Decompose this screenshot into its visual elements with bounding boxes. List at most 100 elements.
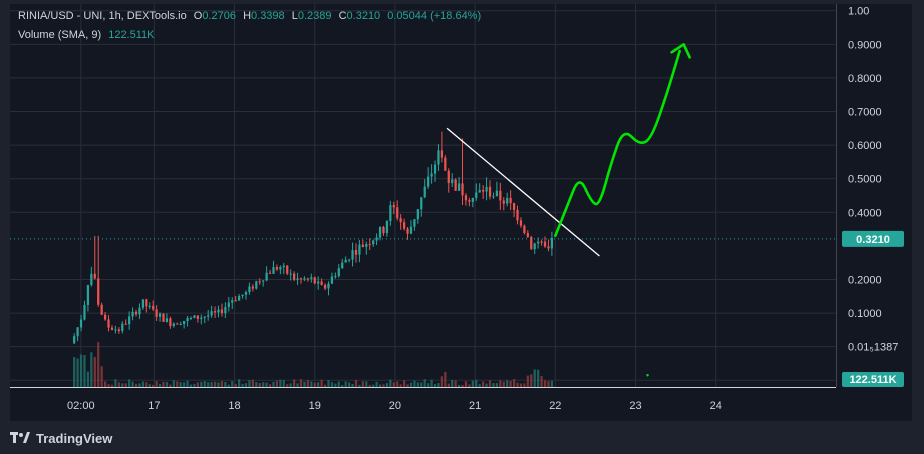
candle[interactable]	[354, 250, 358, 255]
candle[interactable]	[375, 237, 378, 241]
candle[interactable]	[440, 150, 444, 158]
candle[interactable]	[533, 243, 536, 250]
candle[interactable]	[258, 281, 261, 283]
candle[interactable]	[134, 311, 138, 315]
candle[interactable]	[406, 228, 409, 234]
candle[interactable]	[124, 323, 127, 325]
candle[interactable]	[323, 284, 327, 289]
candle[interactable]	[286, 265, 289, 274]
candle[interactable]	[543, 241, 547, 247]
candle[interactable]	[234, 300, 237, 302]
candle[interactable]	[262, 280, 265, 282]
candle[interactable]	[409, 226, 413, 234]
candle[interactable]	[207, 315, 210, 317]
candle[interactable]	[114, 329, 117, 331]
candle[interactable]	[502, 200, 505, 204]
candle[interactable]	[313, 277, 316, 284]
candle[interactable]	[227, 302, 230, 307]
candle[interactable]	[372, 240, 375, 245]
candle[interactable]	[148, 305, 151, 307]
candle[interactable]	[320, 281, 323, 285]
candle[interactable]	[303, 278, 306, 280]
candle[interactable]	[213, 311, 217, 313]
candle[interactable]	[457, 183, 461, 191]
candle[interactable]	[537, 241, 540, 244]
candle[interactable]	[427, 176, 430, 187]
candle[interactable]	[482, 189, 485, 192]
candle[interactable]	[492, 196, 495, 198]
candle[interactable]	[107, 319, 110, 328]
candle[interactable]	[268, 272, 272, 274]
candle[interactable]	[103, 314, 107, 320]
candle[interactable]	[416, 209, 419, 220]
candle[interactable]	[265, 272, 268, 281]
candle[interactable]	[141, 299, 145, 308]
candle[interactable]	[244, 292, 248, 295]
candle[interactable]	[165, 318, 169, 322]
candle[interactable]	[292, 273, 296, 280]
candle[interactable]	[176, 323, 179, 325]
candle[interactable]	[183, 321, 186, 325]
price-axis[interactable]	[836, 4, 912, 421]
candle[interactable]	[361, 244, 364, 247]
candle[interactable]	[138, 307, 141, 315]
candle[interactable]	[337, 268, 340, 276]
projection-curve[interactable]	[554, 49, 681, 238]
candle[interactable]	[344, 259, 347, 263]
candle[interactable]	[389, 205, 392, 222]
candle[interactable]	[158, 313, 162, 317]
candle[interactable]	[128, 316, 131, 325]
candle[interactable]	[200, 317, 203, 319]
candle[interactable]	[358, 244, 361, 255]
candle[interactable]	[506, 197, 509, 204]
candle[interactable]	[461, 183, 464, 196]
candle[interactable]	[131, 311, 134, 317]
candle[interactable]	[296, 278, 299, 280]
candle[interactable]	[241, 294, 244, 297]
candle[interactable]	[433, 164, 437, 174]
candle[interactable]	[73, 336, 76, 344]
candle[interactable]	[210, 311, 213, 316]
tradingview-brand[interactable]: TradingView	[10, 426, 112, 450]
candle[interactable]	[93, 273, 96, 279]
candle[interactable]	[444, 157, 447, 171]
candle[interactable]	[420, 197, 423, 210]
candle[interactable]	[231, 300, 234, 303]
candle[interactable]	[402, 222, 406, 229]
descending-trendline[interactable]	[446, 127, 600, 257]
candle[interactable]	[251, 286, 254, 289]
candle[interactable]	[306, 278, 309, 280]
candle[interactable]	[540, 241, 543, 243]
candle[interactable]	[217, 309, 220, 313]
candle[interactable]	[162, 313, 165, 322]
candle[interactable]	[327, 283, 330, 289]
candle[interactable]	[516, 209, 519, 221]
candle[interactable]	[495, 190, 499, 197]
candle[interactable]	[100, 304, 103, 315]
candle[interactable]	[189, 317, 193, 319]
candle[interactable]	[86, 285, 90, 305]
candle[interactable]	[238, 296, 241, 301]
candle[interactable]	[172, 323, 175, 326]
candle[interactable]	[478, 189, 481, 193]
candle[interactable]	[509, 197, 512, 204]
candle[interactable]	[385, 221, 389, 234]
candle[interactable]	[368, 244, 371, 246]
candle[interactable]	[351, 250, 354, 260]
candle[interactable]	[289, 273, 292, 275]
plot-area[interactable]: 1.00 0.9000 0.8000 0.7000 0.6000 0.5000 0.4000…	[10, 4, 912, 421]
candle[interactable]	[220, 309, 224, 314]
candle[interactable]	[255, 281, 258, 289]
candle[interactable]	[488, 186, 492, 197]
candle[interactable]	[117, 329, 120, 332]
candle[interactable]	[550, 238, 554, 249]
candle[interactable]	[97, 278, 100, 305]
candle[interactable]	[451, 179, 454, 184]
candle[interactable]	[547, 246, 550, 249]
candle[interactable]	[152, 305, 155, 310]
candle[interactable]	[526, 233, 529, 238]
candle[interactable]	[499, 190, 502, 201]
candle[interactable]	[341, 262, 344, 269]
candle[interactable]	[317, 281, 320, 284]
candle[interactable]	[519, 220, 523, 226]
